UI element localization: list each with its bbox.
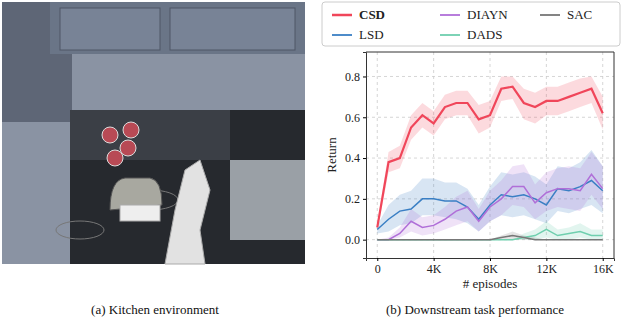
legend-entry: DADS <box>440 27 502 42</box>
tick-label: 0.2 <box>345 192 360 206</box>
knob <box>123 122 139 138</box>
grid <box>366 52 614 258</box>
legend-entry: CSD <box>332 7 385 22</box>
tick-label: 4K <box>427 262 442 276</box>
tick-label: 0.8 <box>345 70 360 84</box>
axis-line <box>363 53 367 259</box>
line <box>377 174 602 239</box>
tick: 8K <box>483 258 498 276</box>
grid-line <box>490 52 491 258</box>
tick-label: 12K <box>537 262 558 276</box>
y-axis: 0.0 0.2 0.4 0.6 0.8 <box>345 53 367 259</box>
tick-label: 0.0 <box>345 233 360 247</box>
grid-line <box>602 52 603 258</box>
tick: 0.6 <box>345 111 366 125</box>
y-axis-title: Return <box>324 137 339 173</box>
tick-mark <box>363 76 366 77</box>
legend-label: LSD <box>359 27 384 42</box>
caption: (b) Downstream task performance <box>386 302 564 317</box>
plot-area <box>377 76 602 239</box>
stove <box>70 110 305 264</box>
tick-mark <box>363 240 366 241</box>
tick: 12K <box>537 258 558 276</box>
frame <box>366 52 614 53</box>
legend-swatch <box>332 34 352 36</box>
line <box>377 236 602 240</box>
frame <box>614 52 615 258</box>
gripper <box>120 205 160 221</box>
tick: 16K <box>593 258 614 276</box>
tick: 0.0 <box>345 233 366 247</box>
tick-label: 16K <box>593 262 614 276</box>
x-axis-title: # episodes <box>463 276 518 291</box>
line <box>377 229 602 239</box>
tick-label: 0.6 <box>345 111 360 125</box>
legend-swatch <box>540 14 560 16</box>
tick-mark <box>363 158 366 159</box>
legend-swatch <box>440 14 460 16</box>
error-band <box>377 221 602 239</box>
legend-label: CSD <box>359 7 385 22</box>
background <box>2 2 305 264</box>
tick: 0.4 <box>345 151 366 165</box>
tick: 0.2 <box>345 192 366 206</box>
grid-line <box>366 76 614 77</box>
kitchen-image <box>2 2 305 264</box>
legend-label: DADS <box>467 27 502 42</box>
burner <box>56 221 104 239</box>
cabinet-door <box>170 8 295 50</box>
x-axis: 0 4K 8K 12K 16K <box>367 258 615 276</box>
caption: (a) Kitchen environment <box>91 302 219 317</box>
tick-mark <box>363 117 366 118</box>
legend-box <box>322 2 620 46</box>
tick-label: 8K <box>483 262 498 276</box>
tick: 0.8 <box>345 70 366 84</box>
cabinet-door <box>60 8 160 50</box>
legend-swatch <box>440 34 460 36</box>
knob <box>107 150 123 166</box>
legend: CSD LSD DIAYN DADS SAC <box>322 2 620 46</box>
legend-label: SAC <box>567 7 592 22</box>
knob <box>120 140 136 156</box>
legend-swatch <box>332 14 352 17</box>
cabinet <box>50 2 305 54</box>
robot-arm <box>165 160 210 264</box>
legend-entry: DIAYN <box>440 7 508 22</box>
sink <box>230 160 305 240</box>
legend-entry: SAC <box>540 7 592 22</box>
tick: 4K <box>427 258 442 276</box>
tick-mark <box>363 199 366 200</box>
stove-panel <box>70 110 230 160</box>
legend-entry: LSD <box>332 27 384 42</box>
knob <box>102 127 118 143</box>
legend-label: DIAYN <box>467 7 508 22</box>
tick: 0 <box>375 258 381 276</box>
tick-label: 0.4 <box>345 151 360 165</box>
error-band <box>377 152 602 240</box>
tick-label: 0 <box>375 262 381 276</box>
figure: 0 4K 8K 12K 16K 0.0 0.2 0.4 0.6 0.8 # episodes Retu… <box>0 0 626 327</box>
error-band <box>377 231 602 239</box>
